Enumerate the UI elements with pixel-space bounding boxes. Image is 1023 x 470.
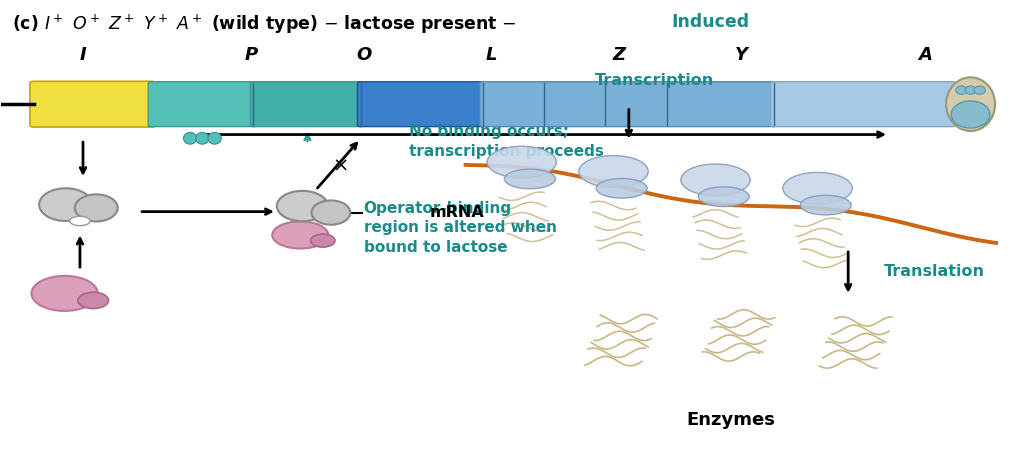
- Text: Induced: Induced: [672, 13, 750, 31]
- Ellipse shape: [955, 86, 967, 94]
- Ellipse shape: [311, 234, 335, 247]
- Ellipse shape: [208, 133, 221, 144]
- Text: I: I: [80, 46, 86, 64]
- FancyBboxPatch shape: [770, 82, 957, 126]
- Ellipse shape: [272, 221, 328, 249]
- Text: A: A: [918, 46, 932, 64]
- Ellipse shape: [579, 156, 649, 188]
- Text: Transcription: Transcription: [594, 73, 714, 88]
- Ellipse shape: [800, 196, 851, 215]
- Text: Y: Y: [735, 46, 748, 64]
- FancyBboxPatch shape: [251, 82, 363, 126]
- Text: No binding occurs;
transcription proceeds: No binding occurs; transcription proceed…: [409, 124, 605, 159]
- Ellipse shape: [39, 188, 92, 221]
- Ellipse shape: [487, 146, 557, 178]
- Text: Translation: Translation: [884, 264, 985, 279]
- Text: O: O: [356, 46, 371, 64]
- Ellipse shape: [946, 77, 995, 131]
- Ellipse shape: [596, 179, 648, 198]
- Text: Z: Z: [612, 46, 625, 64]
- Ellipse shape: [277, 191, 327, 221]
- Ellipse shape: [75, 195, 118, 221]
- Ellipse shape: [974, 86, 985, 94]
- Ellipse shape: [965, 86, 976, 94]
- FancyBboxPatch shape: [30, 81, 155, 127]
- FancyBboxPatch shape: [357, 82, 486, 126]
- Ellipse shape: [312, 200, 350, 225]
- Ellipse shape: [32, 276, 98, 311]
- Ellipse shape: [78, 292, 108, 309]
- Text: P: P: [244, 46, 258, 64]
- Ellipse shape: [951, 101, 990, 128]
- Ellipse shape: [504, 169, 555, 189]
- Ellipse shape: [783, 172, 852, 204]
- Ellipse shape: [681, 164, 750, 196]
- Text: L: L: [485, 46, 497, 64]
- Text: mRNA: mRNA: [430, 205, 485, 220]
- Text: Enzymes: Enzymes: [686, 411, 775, 429]
- Ellipse shape: [70, 216, 90, 226]
- FancyBboxPatch shape: [480, 82, 776, 126]
- Ellipse shape: [195, 133, 209, 144]
- Text: $\times$: $\times$: [332, 156, 348, 174]
- FancyBboxPatch shape: [148, 82, 257, 126]
- Ellipse shape: [183, 133, 196, 144]
- Ellipse shape: [699, 187, 749, 206]
- Text: Operator-binding
region is altered when
bound to lactose: Operator-binding region is altered when …: [363, 201, 557, 255]
- Text: (c) $\mathit{I}^+$ $\mathit{O}^+$ $\mathit{Z}^+$ $\mathit{Y}^+$ $\mathit{A}^+$ (: (c) $\mathit{I}^+$ $\mathit{O}^+$ $\math…: [11, 13, 518, 36]
